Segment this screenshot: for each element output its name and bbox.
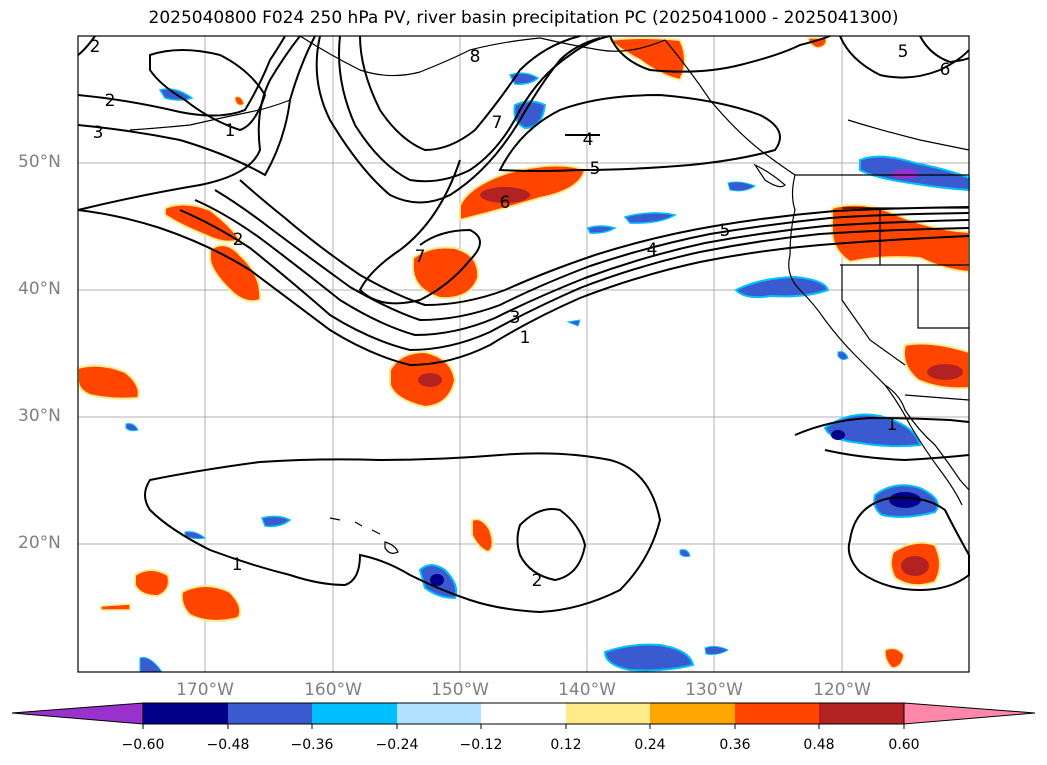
lon-label-170w: 170°W xyxy=(176,680,234,700)
contour-label: 6 xyxy=(500,193,511,213)
colorbar-segment xyxy=(819,703,904,724)
colorbar-frame xyxy=(142,702,905,725)
positive-precip-patches xyxy=(77,37,970,669)
contour-label: 3 xyxy=(93,123,104,143)
colorbar-tick-label: −0.12 xyxy=(459,737,503,753)
pv-contours xyxy=(77,35,970,614)
contour-label: 5 xyxy=(720,221,731,241)
colorbar-tick-label: 0.24 xyxy=(634,737,666,753)
map-frame xyxy=(77,35,970,673)
colorbar-segment xyxy=(481,703,566,724)
colorbar xyxy=(11,702,1036,729)
colorbar-segment xyxy=(650,703,735,724)
lon-label-120w: 120°W xyxy=(813,680,871,700)
contour-label: 1 xyxy=(225,121,236,141)
contour-label: 6 xyxy=(940,60,951,80)
contour-label: 2 xyxy=(532,571,543,591)
colorbar-tick-label: −0.48 xyxy=(206,737,250,753)
colorbar-segment xyxy=(397,703,481,724)
colorbar-segment xyxy=(903,702,1036,725)
contour-label: 3 xyxy=(510,308,521,328)
lat-label-20n: 20°N xyxy=(18,533,61,553)
colorbar-segment xyxy=(143,703,228,724)
colorbar-segment xyxy=(735,703,819,724)
contour-label: 7 xyxy=(492,113,503,133)
lon-label-150w: 150°W xyxy=(431,680,489,700)
lat-label-50n: 50°N xyxy=(18,152,61,172)
negative-precip-patches xyxy=(125,72,970,673)
contour-label: 1 xyxy=(232,555,243,575)
contour-label: 8 xyxy=(470,47,481,67)
contour-label: 2 xyxy=(105,91,116,111)
colorbar-tick-label: −0.60 xyxy=(121,737,165,753)
lon-label-130w: 130°W xyxy=(685,680,743,700)
contour-label: 1 xyxy=(520,328,531,348)
contour-label: 7 xyxy=(415,247,426,267)
colorbar-segment xyxy=(228,703,312,724)
colorbar-tick-label: 0.48 xyxy=(803,737,835,753)
contour-label: 5 xyxy=(898,42,909,62)
contour-labels: 2 2 3 1 8 7 4 5 6 2 7 5 4 3 1 5 6 1 1 2 xyxy=(90,37,951,591)
lat-label-40n: 40°N xyxy=(18,279,61,299)
lon-label-140w: 140°W xyxy=(558,680,616,700)
precipitation-shading xyxy=(77,37,970,673)
map-background xyxy=(78,36,969,672)
colorbar-tick-label: −0.36 xyxy=(290,737,334,753)
lat-label-30n: 30°N xyxy=(18,406,61,426)
colorbar-segment xyxy=(312,703,397,724)
colorbar-segment xyxy=(11,702,144,725)
contour-label: 5 xyxy=(590,159,601,179)
map-title: 2025040800 F024 250 hPa PV, river basin … xyxy=(148,8,899,28)
contour-label: 2 xyxy=(90,37,101,57)
colorbar-tick-label: 0.60 xyxy=(888,737,920,753)
lon-label-160w: 160°W xyxy=(304,680,362,700)
colorbar-tick-label: −0.24 xyxy=(375,737,419,753)
contour-label: 4 xyxy=(583,130,594,150)
contour-label: 4 xyxy=(647,240,658,260)
colorbar-tick-label: 0.36 xyxy=(719,737,751,753)
contour-label: 1 xyxy=(887,415,898,435)
colorbar-tick-label: 0.12 xyxy=(550,737,582,753)
contour-label: 2 xyxy=(233,230,244,250)
colorbar-segment xyxy=(566,703,650,724)
